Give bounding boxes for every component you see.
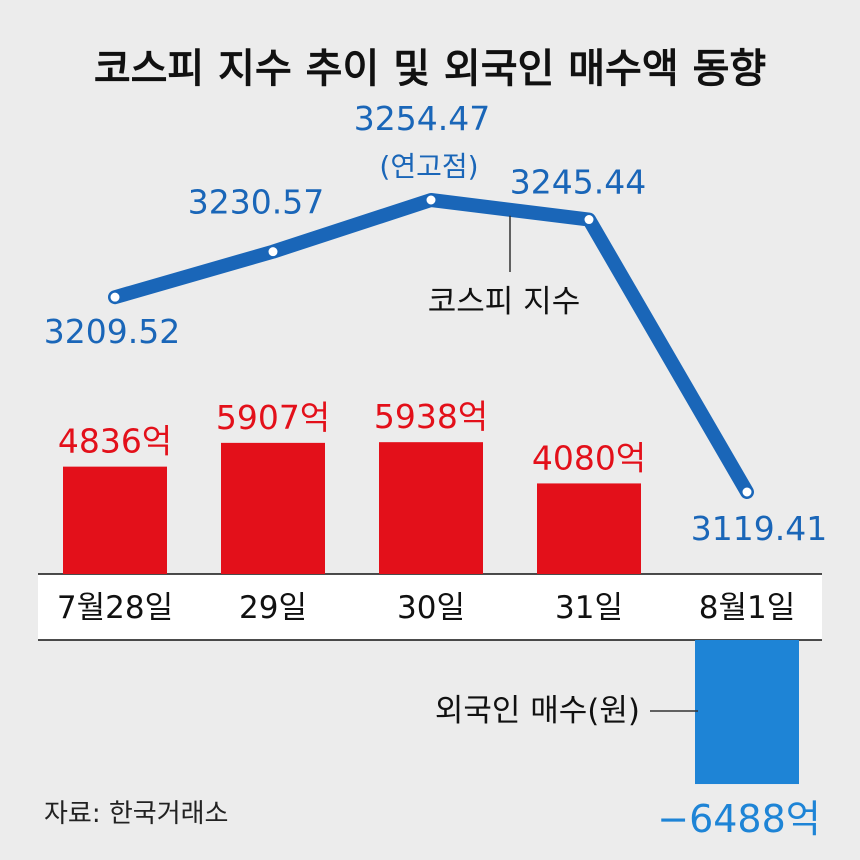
bar-series-label: 외국인 매수(원) xyxy=(435,693,640,729)
bar-3 xyxy=(379,442,483,574)
x-axis-band xyxy=(38,574,822,640)
bar-1 xyxy=(63,466,167,574)
bar-value-label: −6488억 xyxy=(657,797,821,841)
bar-value-label: 5938억 xyxy=(374,397,488,436)
data-labels: 4836억 5907억 5938억 4080억 −6488억 외국인 매수(원) 3209.… xyxy=(44,99,827,841)
line-value-label: 3209.52 xyxy=(44,312,180,351)
line-value-label: 3254.47 xyxy=(354,99,490,138)
chart-title: 코스피 지수 추이 및 외국인 매수액 동향 xyxy=(94,46,766,92)
x-tick-label: 29일 xyxy=(239,590,307,626)
bar-value-label: 5907억 xyxy=(216,398,330,437)
line-series xyxy=(108,193,754,499)
line-point-5 xyxy=(740,485,754,499)
bar-value-label: 4080억 xyxy=(532,438,646,477)
bar-4 xyxy=(537,483,641,574)
x-tick-label: 7월28일 xyxy=(57,590,173,626)
line-value-label: 3245.44 xyxy=(510,163,646,202)
x-tick-label: 31일 xyxy=(555,590,623,626)
line-point-2 xyxy=(266,245,280,259)
x-axis-ticks: 7월28일 29일 30일 31일 8월1일 xyxy=(57,590,795,626)
line-point-3 xyxy=(424,193,438,207)
bar-value-label: 4836억 xyxy=(58,422,172,461)
bar-5 xyxy=(695,640,799,785)
x-tick-label: 8월1일 xyxy=(699,590,796,626)
x-tick-label: 30일 xyxy=(397,590,465,626)
line-point-4 xyxy=(582,213,596,227)
line-value-label: 3119.41 xyxy=(691,509,827,548)
peak-annotation: (연고점) xyxy=(379,150,478,183)
line-series-label: 코스피 지수 xyxy=(428,284,580,320)
source-note: 자료: 한국거래소 xyxy=(44,799,228,829)
line-point-1 xyxy=(108,290,122,304)
bar-2 xyxy=(221,442,325,574)
line-value-label: 3230.57 xyxy=(188,183,324,222)
bar-series xyxy=(63,442,799,785)
